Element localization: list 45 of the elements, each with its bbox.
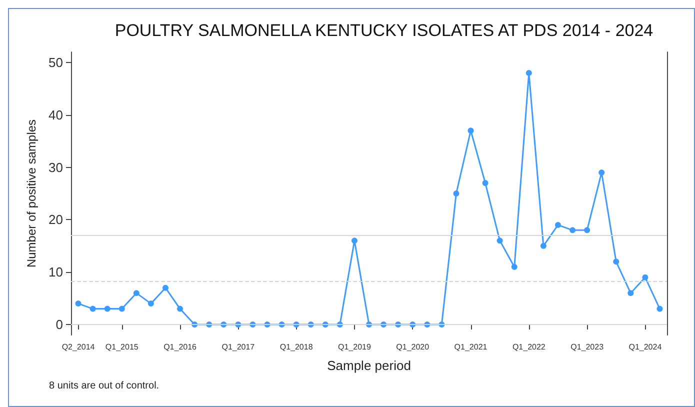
y-tick-label: 0	[56, 317, 63, 332]
point	[468, 128, 474, 134]
y-axis-title: Number of positive samples	[24, 119, 39, 268]
y-tick-label: 30	[48, 160, 63, 175]
point	[482, 180, 488, 186]
point	[526, 70, 532, 76]
point	[598, 170, 605, 176]
point	[656, 306, 663, 312]
x-tick-label: Q1_2016	[164, 342, 198, 352]
point	[162, 284, 168, 291]
y-tick-label: 40	[48, 107, 63, 122]
point	[133, 290, 140, 296]
point	[540, 242, 546, 249]
x-tick-label: Q1_2019	[338, 342, 372, 352]
y-tick-label: 10	[48, 264, 63, 280]
point	[554, 222, 561, 228]
y-tick-label: 20	[48, 212, 63, 228]
point	[613, 258, 620, 265]
point	[628, 290, 634, 296]
point	[118, 306, 125, 312]
point	[570, 227, 576, 234]
point	[453, 190, 460, 196]
point	[177, 306, 184, 312]
y-tick-label: 50	[48, 54, 63, 70]
point	[351, 238, 358, 244]
point	[511, 264, 518, 270]
x-tick-label: Q1_2022	[512, 342, 546, 352]
x-tick-label: Q1_2024	[628, 342, 662, 352]
chart-title: POULTRY SALMONELLA KENTUCKY ISOLATES AT PDS 2014 - 2024	[114, 21, 654, 40]
point	[496, 238, 503, 244]
x-tick-label: Q1_2020	[396, 342, 430, 352]
point	[148, 300, 154, 307]
point	[104, 306, 110, 312]
x-tick-label: Q1_2021	[454, 342, 488, 352]
x-tick-label: Q1_2018	[280, 342, 314, 352]
x-tick-label: Q1_2015	[105, 342, 139, 352]
x-tick-label: Q2_2014	[62, 342, 96, 352]
text: 8 units are out of control.	[49, 380, 160, 392]
x-axis-title: Sample period	[327, 358, 411, 373]
x-tick-label: Q1_2017	[222, 342, 256, 352]
point	[90, 306, 96, 312]
point	[642, 274, 648, 280]
x-tick-label: Q1_2023	[570, 342, 604, 352]
point	[75, 300, 82, 307]
point	[584, 227, 590, 234]
